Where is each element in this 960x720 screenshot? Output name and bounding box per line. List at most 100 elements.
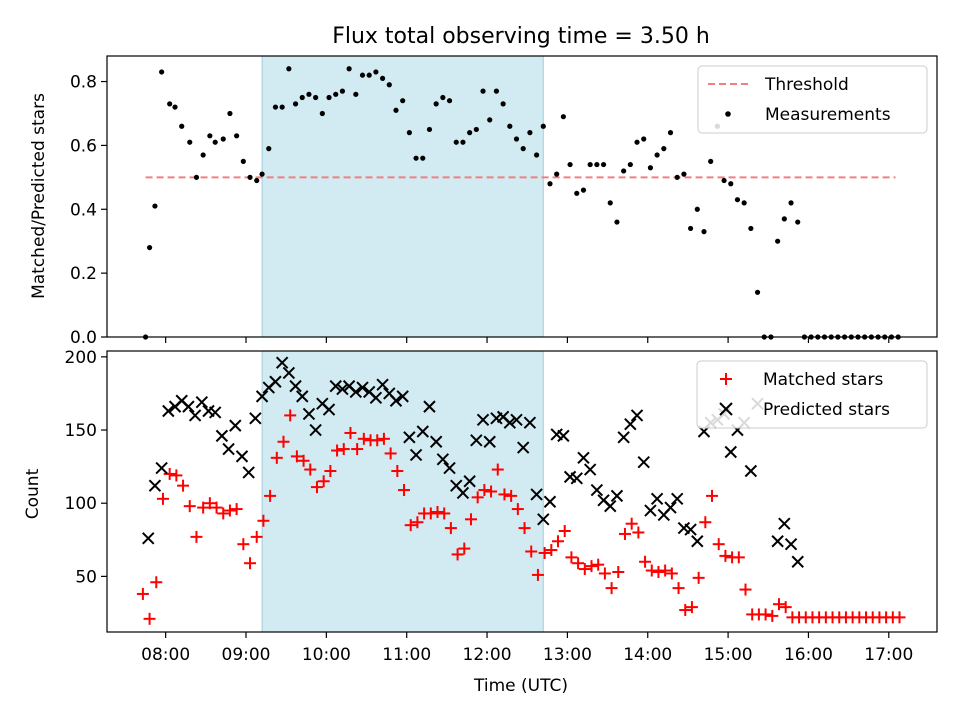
predicted-star-point xyxy=(416,425,429,438)
predicted-star-point xyxy=(610,489,624,503)
predicted-star-point xyxy=(604,499,617,513)
predicted-star-point xyxy=(336,382,349,396)
predicted-star-point xyxy=(630,409,644,422)
predicted-star-point xyxy=(670,492,684,506)
measurement-point xyxy=(728,181,734,187)
matched-star-point xyxy=(625,517,638,530)
measurement-point xyxy=(754,289,761,295)
measurement-point xyxy=(607,200,613,206)
measurement-point xyxy=(687,225,694,232)
measurement-point xyxy=(386,82,392,88)
ratio-legend-box xyxy=(697,65,928,134)
predicted-star-point xyxy=(235,450,249,463)
matched-star-point xyxy=(203,497,216,510)
ratio-y-tick-label: 0.2 xyxy=(70,264,97,284)
matched-star-point xyxy=(217,507,230,520)
measurement-point xyxy=(741,200,747,206)
measurement-point xyxy=(440,94,446,101)
predicted-star-point xyxy=(570,472,583,485)
predicted-star-point xyxy=(590,483,604,497)
measurement-point xyxy=(674,174,680,180)
predicted-star-point xyxy=(322,403,336,416)
matched-star-point xyxy=(190,530,203,543)
matched-star-point xyxy=(672,582,685,595)
matched-star-point xyxy=(652,565,665,578)
predicted-star-point xyxy=(624,417,637,431)
matched-star-point xyxy=(377,432,390,445)
predicted-star-point xyxy=(282,366,296,380)
predicted-star-point xyxy=(215,429,229,443)
matched-star-point xyxy=(150,576,163,589)
matched-star-point xyxy=(525,545,538,558)
matched-star-point xyxy=(143,612,156,625)
predicted-star-point xyxy=(195,396,209,409)
predicted-star-point xyxy=(510,413,523,426)
predicted-star-point xyxy=(269,375,282,388)
measurement-point xyxy=(200,152,206,158)
matched-star-point xyxy=(210,501,223,514)
count-legend: Matched stars Predicted stars xyxy=(696,360,928,429)
matched-star-point xyxy=(324,465,337,478)
predicted-star-point xyxy=(208,406,222,419)
matched-star-point xyxy=(719,549,732,562)
measurement-point xyxy=(654,152,660,158)
predicted-star-point xyxy=(691,535,704,548)
matched-star-point xyxy=(424,507,437,520)
time-x-axis: 08:00 09:00 10:00 11:00 12:00 13:00 14:00 15:00… xyxy=(141,632,913,665)
matched-star-point xyxy=(772,598,785,611)
matched-star-point xyxy=(438,507,451,520)
predicted-star-point xyxy=(644,504,657,517)
matched-star-point xyxy=(645,564,658,577)
matched-star-point xyxy=(250,530,263,543)
predicted-star-point xyxy=(162,404,175,418)
matched-star-point xyxy=(706,489,719,502)
measurement-point xyxy=(313,94,319,101)
predicted-star-point xyxy=(275,356,289,369)
matched-star-point xyxy=(565,551,578,564)
matched-star-point xyxy=(692,571,705,584)
measurement-point xyxy=(641,136,647,142)
matched-star-point xyxy=(290,450,303,463)
count-panel-frame xyxy=(106,350,938,633)
legend-matched-label: Matched stars xyxy=(763,370,883,390)
legend-measurements-swatch xyxy=(725,111,731,117)
measurement-point xyxy=(220,136,226,142)
predicted-star-point xyxy=(155,461,168,475)
predicted-star-point xyxy=(543,495,557,508)
matched-star-point xyxy=(331,444,344,457)
predicted-star-point xyxy=(443,461,456,475)
measurement-point xyxy=(306,91,312,97)
measurement-point xyxy=(500,101,506,107)
matched-star-point xyxy=(779,601,792,614)
matched-star-point xyxy=(458,542,471,555)
measurement-point xyxy=(420,155,426,161)
measurement-point xyxy=(547,181,553,187)
measurement-point xyxy=(708,158,714,164)
predicted-star-point xyxy=(483,435,496,448)
matched-star-point xyxy=(578,563,591,576)
predicted-star-point xyxy=(537,513,550,526)
measurement-point xyxy=(286,66,292,72)
matched-star-point xyxy=(893,611,906,624)
predicted-star-point xyxy=(557,429,570,443)
predicted-star-point xyxy=(617,431,630,444)
measurement-point xyxy=(580,187,587,193)
matched-star-point xyxy=(612,565,625,578)
predicted-star-point xyxy=(423,400,436,413)
ratio-y-axis: 0.0 0.2 0.4 0.6 0.8 xyxy=(70,73,107,348)
matched-star-point xyxy=(230,503,243,516)
predicted-star-point xyxy=(530,488,543,501)
predicted-star-point xyxy=(650,492,664,506)
time-x-tick-label: 14:00 xyxy=(623,645,672,665)
measurement-point xyxy=(661,146,667,152)
matched-star-point xyxy=(310,481,323,494)
matched-star-point xyxy=(739,583,752,596)
matched-star-point xyxy=(156,492,169,505)
measurement-point xyxy=(234,133,240,139)
measurement-point xyxy=(681,171,687,177)
chart-title: Flux total observing time = 3.50 h xyxy=(332,24,710,49)
time-x-tick-label: 17:00 xyxy=(864,645,913,665)
measurement-point xyxy=(400,98,406,104)
predicted-star-point xyxy=(329,379,342,393)
matched-star-point xyxy=(632,526,645,539)
